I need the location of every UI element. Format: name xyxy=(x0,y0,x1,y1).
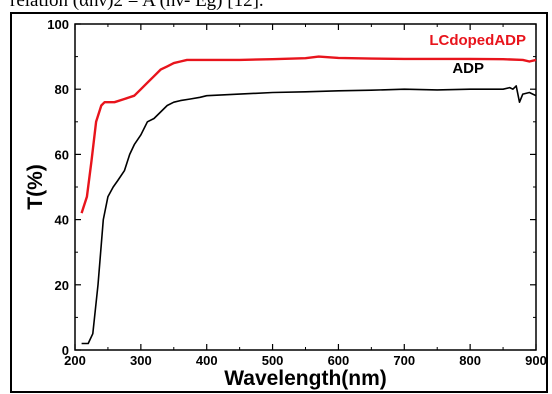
legend-label-adp: ADP xyxy=(452,60,484,77)
series-line-lcdopedadp xyxy=(80,55,537,214)
x-tick-label: 800 xyxy=(459,353,481,368)
caption-fragment: relation (αhν)2 = A (hν- Eg) [12]. xyxy=(10,0,264,11)
plot-labels: 200 300 400 500 600 700 800 900 0 20 40 60 80 100 Wave… xyxy=(24,17,546,390)
x-tick-label: 300 xyxy=(130,353,152,368)
x-tick-label: 200 xyxy=(64,353,86,368)
y-tick-label: 0 xyxy=(62,343,69,358)
x-tick-label: 900 xyxy=(525,353,546,368)
y-axis-title: T(%) xyxy=(24,164,47,210)
chart-frame: 200 300 400 500 600 700 800 900 0 20 40 60 80 100 Wave… xyxy=(10,12,548,393)
series-line-adp xyxy=(81,85,537,345)
x-axis-title: Wavelength(nm) xyxy=(224,367,387,390)
legend-label-lcdopedadp: LCdopedADP xyxy=(429,32,526,49)
y-tick-label: 40 xyxy=(55,213,69,228)
transmittance-chart: 200 300 400 500 600 700 800 900 0 20 40 60 80 100 Wave… xyxy=(24,17,546,390)
y-tick-label: 20 xyxy=(55,278,69,293)
x-tick-label: 700 xyxy=(393,353,415,368)
x-tick-label: 600 xyxy=(328,353,350,368)
x-tick-label: 400 xyxy=(196,353,218,368)
plot-axes xyxy=(74,23,537,351)
x-tick-label: 500 xyxy=(262,353,284,368)
plot-lines xyxy=(80,55,537,345)
y-tick-label: 60 xyxy=(55,147,69,162)
y-tick-label: 100 xyxy=(47,17,69,32)
y-tick-label: 80 xyxy=(55,82,69,97)
